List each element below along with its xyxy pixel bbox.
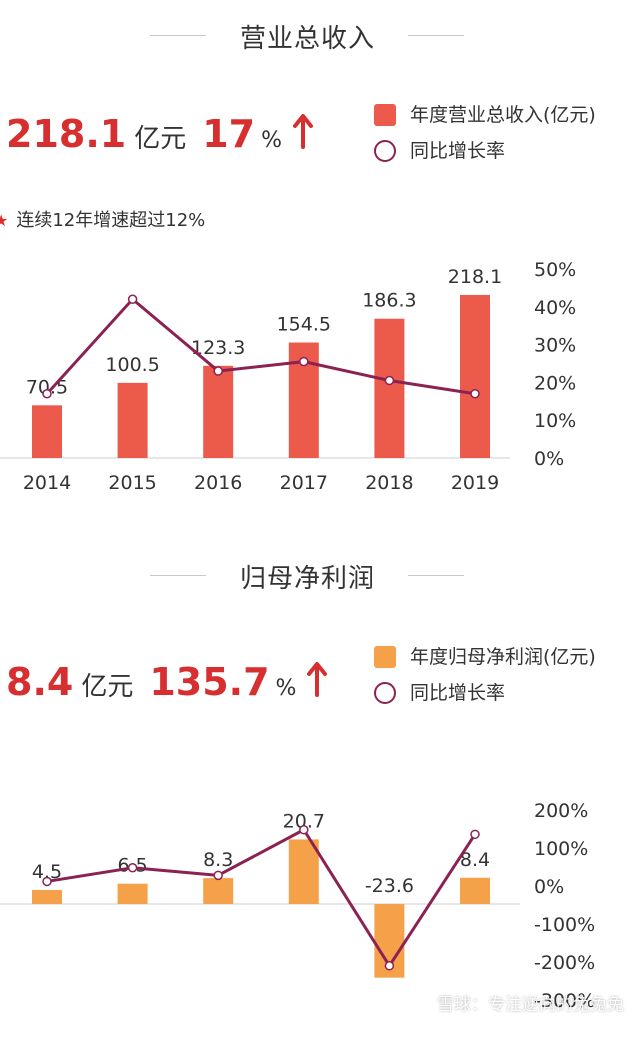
data-label-2019: 218.1	[448, 266, 502, 288]
bar-2015	[117, 382, 148, 458]
data-label-2015: 100.5	[105, 354, 159, 376]
y-tick-label: 200%	[534, 800, 588, 822]
y-tick-label: 100%	[534, 838, 588, 860]
revenue-kpi-value: 218.1	[6, 112, 127, 156]
legend-label-line: 同比增长率	[410, 682, 506, 704]
x-tick-label: 2018	[365, 472, 413, 494]
growth-line	[46, 828, 477, 968]
data-label-2018: 186.3	[362, 290, 416, 312]
revenue-title: 营业总收入	[239, 24, 375, 54]
growth-point-2018	[384, 961, 395, 971]
x-tick-label: 2016	[194, 472, 242, 494]
data-label-2018: -23.6	[365, 875, 414, 897]
revenue-kpi-growth: 17	[202, 112, 256, 156]
profit-kpi-growth: 135.7	[149, 660, 270, 704]
data-label-2016: 8.3	[203, 849, 233, 871]
legend-label-bar: 年度归母净利润(亿元)	[410, 646, 596, 668]
y-tick-label: 0%	[534, 448, 564, 470]
y-tick-label: -100%	[534, 914, 595, 936]
profit-kpi-unit: 亿元	[81, 672, 134, 702]
growth-point-2015	[127, 863, 138, 873]
data-label-2017: 20.7	[283, 810, 325, 832]
legend-marker-line	[374, 682, 396, 704]
up-arrow-icon	[306, 661, 328, 701]
legend-marker-line	[374, 140, 396, 162]
growth-point-2019	[470, 388, 480, 399]
bar-2019	[460, 294, 490, 458]
x-tick-label: 2017	[280, 472, 328, 494]
y-tick-label: 20%	[534, 372, 576, 394]
profit-kpi-pct: %	[275, 676, 297, 701]
watermark: 雪球：专注逆向的兔兔免	[437, 995, 624, 1015]
up-arrow-icon	[292, 113, 314, 153]
growth-point-2016	[213, 366, 223, 376]
legend-label-bar: 年度营业总收入(亿元)	[410, 104, 596, 126]
x-tick-label: 2014	[23, 472, 71, 494]
growth-point-2019	[470, 829, 480, 840]
y-tick-label: 50%	[534, 259, 576, 281]
growth-point-2016	[213, 870, 223, 881]
bar-2014	[32, 889, 62, 904]
growth-point-2018	[384, 375, 395, 386]
y-tick-label: 10%	[534, 410, 576, 432]
data-label-2019: 8.4	[460, 849, 490, 871]
legend-label-line: 同比增长率	[410, 140, 506, 162]
revenue-kpi-unit: 亿元	[134, 124, 187, 154]
profit-kpi: 8.4 亿元 135.7%	[6, 660, 328, 704]
profit-title: 归母净利润	[239, 564, 375, 594]
star-icon: ★	[0, 211, 9, 230]
growth-point-2017	[299, 356, 309, 367]
y-tick-label: 40%	[534, 297, 576, 319]
growth-point-2015	[127, 294, 138, 304]
data-label-2017: 154.5	[277, 314, 331, 336]
y-tick-label: -200%	[534, 952, 595, 974]
bar-2016	[203, 365, 234, 458]
bar-2015	[117, 883, 148, 904]
revenue-kpi-pct: %	[261, 128, 283, 153]
data-label-2016: 123.3	[191, 337, 245, 359]
y-tick-label: 0%	[534, 876, 564, 898]
growth-point-2014	[42, 388, 52, 399]
y-tick-label: -300%	[534, 990, 595, 1012]
growth-line	[45, 297, 476, 396]
bar-2017	[288, 839, 319, 904]
growth-point-2014	[42, 876, 52, 887]
bar-2014	[32, 405, 62, 458]
title-divider-right	[408, 35, 464, 36]
y-tick-label: 30%	[534, 335, 576, 357]
x-tick-label: 2019	[451, 472, 499, 494]
revenue-kpi: 218.1 亿元 17%	[6, 112, 314, 156]
legend-swatch-bar	[374, 104, 396, 126]
x-tick-label: 2015	[108, 472, 156, 494]
profit-kpi-value: 8.4	[6, 660, 74, 704]
bar-2016	[203, 878, 234, 904]
bar-2018	[374, 318, 405, 458]
legend-swatch-bar	[374, 646, 396, 668]
title-divider-right	[408, 575, 464, 576]
revenue-section: 营业总收入 218.1 亿元 17% 年度营业总收入(亿元) 同比增长率 ★ 连续12…	[0, 0, 640, 500]
bar-2019	[460, 877, 490, 904]
data-label-2014: 4.5	[32, 861, 62, 883]
title-divider-left	[150, 575, 206, 576]
growth-point-2017	[299, 825, 309, 835]
profit-chart: 4.56.58.320.7-23.68.4200%100%0%-100%-200…	[0, 800, 595, 1012]
revenue-note: ★ 连续12年增速超过12%	[0, 206, 205, 232]
title-divider-left	[150, 35, 206, 36]
revenue-note-text: 连续12年增速超过12%	[16, 210, 206, 231]
